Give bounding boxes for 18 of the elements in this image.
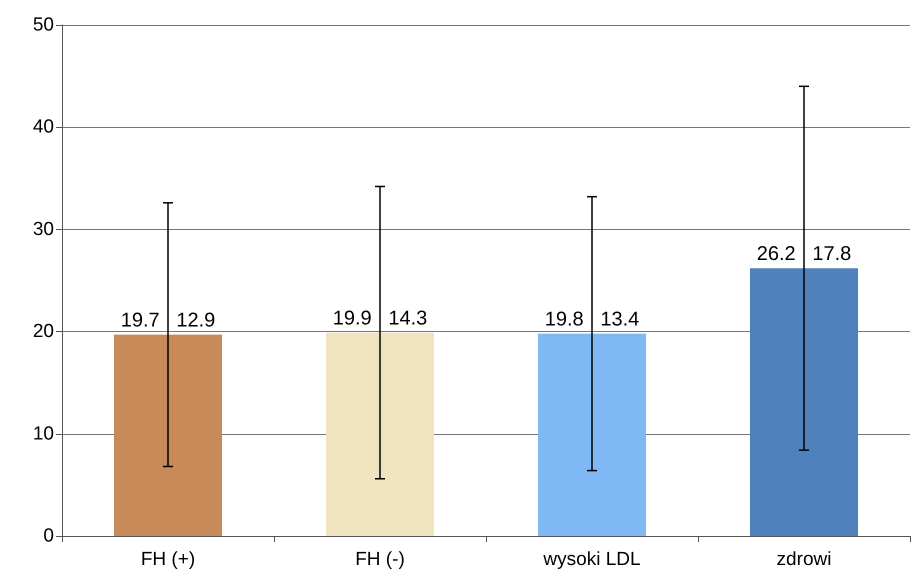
data-label: 19.9 14.3 — [332, 308, 428, 330]
bar — [538, 334, 646, 536]
data-label: 26.2 17.8 — [756, 243, 852, 266]
y-tick-label: 40 — [32, 116, 54, 138]
bar — [326, 332, 434, 536]
x-tick-label: FH (+) — [140, 549, 196, 570]
data-label: 19.8 13.4 — [544, 308, 640, 331]
x-tick-label: FH (-) — [355, 549, 405, 570]
bar — [114, 334, 222, 536]
y-tick-label: 50 — [32, 14, 54, 36]
y-tick-label: 20 — [32, 321, 54, 342]
bar — [750, 268, 858, 536]
x-tick-label: zdrowi — [776, 549, 832, 570]
y-tick-label: 10 — [32, 423, 54, 444]
y-tick-label: 0 — [43, 526, 54, 546]
y-tick-label: 30 — [32, 218, 54, 240]
data-label: 19.7 12.9 — [120, 310, 216, 332]
x-tick-label: wysoki LDL — [542, 549, 641, 570]
